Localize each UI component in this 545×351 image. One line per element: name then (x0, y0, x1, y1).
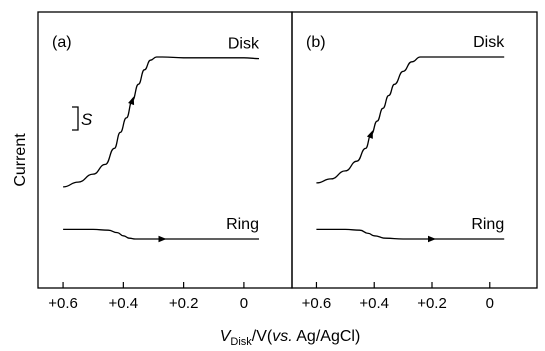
panel-a-frame (37, 11, 293, 289)
x-tick-label-a-1: +0.4 (109, 295, 139, 312)
ring-label-b: Ring (471, 216, 504, 233)
panel-b-frame (291, 11, 538, 289)
x-axis-label-v: V (220, 328, 232, 345)
disk-curve-a (63, 56, 260, 188)
ring-arrow-a (158, 235, 167, 243)
x-axis-label: VDisk/V(vs. Ag/AgCl) (220, 328, 361, 348)
x-tick-label-a-0: +0.6 (48, 295, 78, 312)
x-axis-label-rest: Ag/AgCl) (293, 328, 361, 345)
disk-arrow-a (128, 96, 135, 106)
x-tick-label-a-2: +0.2 (169, 295, 199, 312)
ring-arrow-b (428, 235, 436, 243)
x-tick-label-b-2: +0.2 (417, 295, 447, 312)
disk-curve-b (316, 56, 505, 184)
panel-b-label: (b) (306, 34, 326, 51)
x-axis-label-slash: /V( (252, 328, 273, 345)
x-tick-label-a-3: 0 (240, 295, 248, 312)
y-axis-label: Current (12, 133, 29, 187)
ring-label-a: Ring (226, 216, 259, 233)
x-tick-label-b-0: +0.6 (302, 295, 332, 312)
panel-a-label: (a) (52, 34, 72, 51)
disk-label-b: Disk (473, 34, 505, 51)
x-tick-label-b-1: +0.4 (359, 295, 389, 312)
disk-label-a: Disk (228, 36, 260, 53)
x-tick-label-b-3: 0 (486, 295, 494, 312)
x-axis-label-vs: vs. (272, 328, 292, 345)
scale-bar-label: S (81, 110, 93, 129)
ring-curve-a (63, 228, 259, 240)
disk-arrow-b (366, 130, 373, 139)
scale-bar (72, 106, 79, 131)
x-axis-label-sub: Disk (230, 336, 252, 348)
ring-curve-b (316, 228, 505, 240)
